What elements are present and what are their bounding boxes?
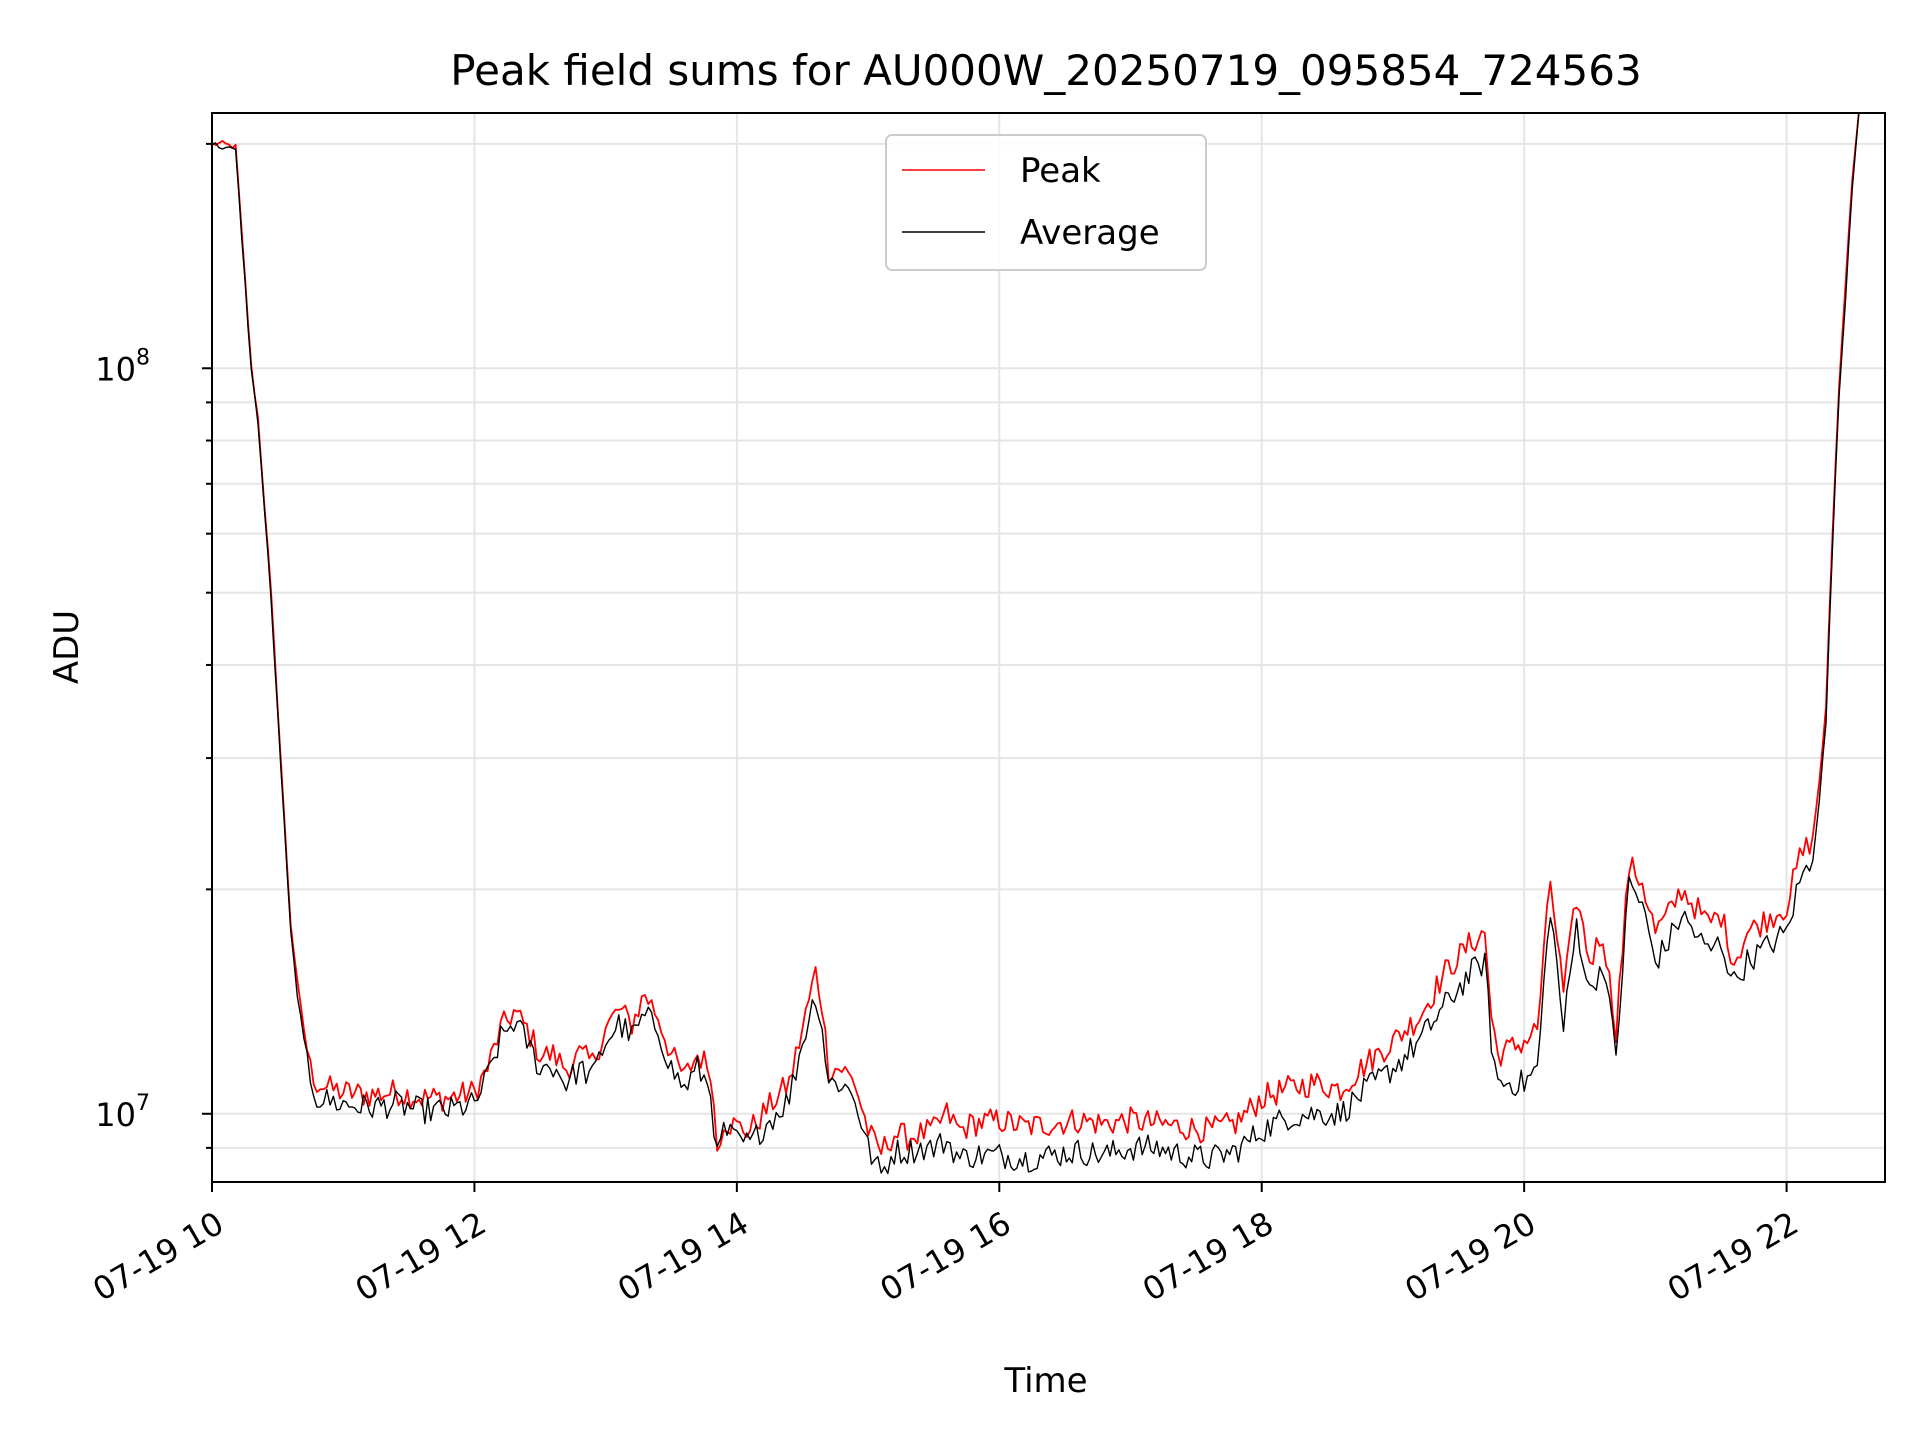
legend-label-average: Average (1020, 213, 1160, 253)
x-axis-label: Time (1003, 1361, 1087, 1401)
legend-label-peak: Peak (1020, 151, 1101, 191)
series-line-average (211, 112, 1860, 1175)
plot-area (211, 112, 1860, 1175)
legend: Peak Average (885, 134, 1207, 271)
chart-title: Peak field sums for AU000W_20250719_0958… (450, 46, 1641, 95)
series-line-peak (211, 112, 1860, 1155)
y-axis-label: ADU (47, 610, 87, 684)
grid (211, 113, 1885, 1182)
y-tick-label: 107 (95, 1091, 150, 1134)
y-tick-label: 108 (95, 345, 150, 388)
legend-box (885, 134, 1207, 271)
plot-frame (211, 112, 1886, 1183)
